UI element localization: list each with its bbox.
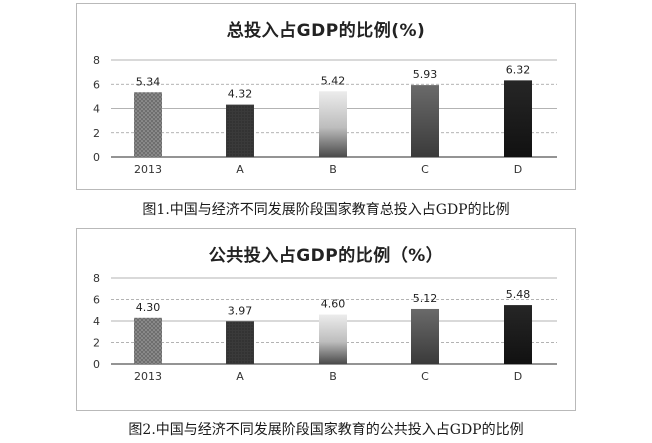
chart-title-total: 总投入占GDP的比例(%): [226, 21, 426, 41]
bar-D: [504, 80, 532, 157]
y-tick-label: 6: [93, 294, 100, 307]
chart-frame-public: 公共投入占GDP的比例（%） 0 2 4 6 8 4.30 2013 3.97 A 4.60 B 5.…: [76, 228, 576, 411]
x-tick-label: C: [421, 370, 429, 383]
y-tick-label: 8: [93, 272, 100, 285]
bar-chart-public: 0 2 4 6 8 4.30 2013 3.97 A 4.60 B 5.12 C 5.48 D: [93, 272, 557, 383]
bar-B: [319, 91, 347, 157]
bar-C: [411, 308, 439, 364]
figure-public-investment: 公共投入占GDP的比例（%） 0 2 4 6 8 4.30 2013 3.97 A 4.60 B 5.…: [0, 225, 652, 443]
x-tick-label: B: [329, 163, 337, 176]
data-label: 4.60: [321, 298, 346, 311]
data-label: 3.97: [228, 304, 253, 317]
y-tick-label: 0: [93, 151, 100, 164]
x-tick-label: 2013: [134, 163, 162, 176]
y-tick-label: 4: [93, 315, 100, 328]
y-tick-label: 2: [93, 337, 100, 350]
x-tick-label: D: [514, 163, 522, 176]
y-tick-label: 4: [93, 103, 100, 116]
data-label: 4.30: [136, 301, 161, 314]
bar-A: [226, 104, 254, 157]
figure-caption-2: 图2.中国与经济不同发展阶段国家教育的公共投入占GDP的比例: [128, 422, 524, 438]
bar-D: [504, 305, 532, 364]
bar-2013: [134, 317, 162, 364]
x-tick-label: D: [514, 370, 522, 383]
x-tick-label: B: [329, 370, 337, 383]
x-tick-label: 2013: [134, 370, 162, 383]
bar-chart-total: 0 2 4 6 8 5.34 2013 4.32 A 5.42 B 5.93 C 6.32 D: [93, 54, 557, 176]
y-tick-label: 2: [93, 127, 100, 140]
bar-B: [319, 314, 347, 364]
figure-total-investment: 总投入占GDP的比例(%) 0 2 4 6 8 5.34 2013 4.32 A 5.42 B 5.9…: [76, 3, 576, 218]
data-label: 5.12: [413, 292, 438, 305]
y-tick-label: 6: [93, 78, 100, 91]
data-label: 5.48: [506, 288, 531, 301]
x-tick-label: A: [236, 163, 244, 176]
data-label: 5.93: [413, 68, 438, 81]
data-label: 4.32: [228, 88, 253, 101]
x-tick-label: C: [421, 163, 429, 176]
chart-frame-total: 总投入占GDP的比例(%) 0 2 4 6 8 5.34 2013 4.32 A 5.42 B 5.9…: [76, 3, 576, 190]
chart-title-public: 公共投入占GDP的比例（%）: [208, 246, 444, 266]
x-tick-label: A: [236, 370, 244, 383]
bar-C: [411, 85, 439, 157]
data-label: 5.42: [321, 74, 346, 87]
bar-A: [226, 321, 254, 364]
bar-2013: [134, 92, 162, 157]
figure-caption-1: 图1.中国与经济不同发展阶段国家教育总投入占GDP的比例: [142, 202, 510, 218]
data-label: 6.32: [506, 63, 531, 76]
y-tick-label: 8: [93, 54, 100, 67]
y-tick-label: 0: [93, 358, 100, 371]
data-label: 5.34: [136, 75, 161, 88]
